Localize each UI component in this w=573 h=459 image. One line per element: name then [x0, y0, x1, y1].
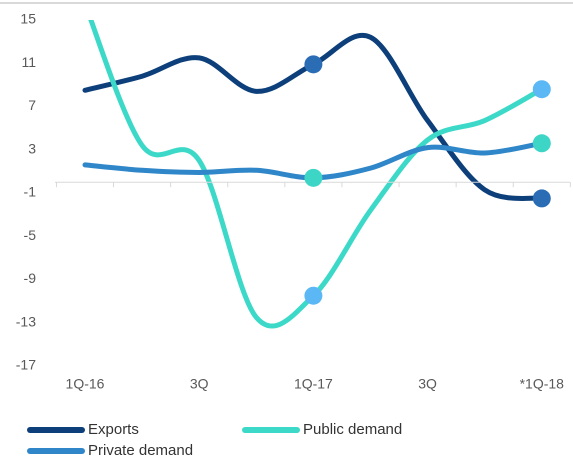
legend-label: Public demand: [303, 421, 402, 438]
y-tick-label: -17: [16, 357, 36, 373]
legend-label: Private demand: [88, 442, 193, 459]
point-marker: [304, 286, 323, 305]
y-tick-label: 11: [21, 54, 36, 70]
y-tick-label: 15: [20, 11, 36, 27]
plot-area: [82, 20, 545, 329]
x-tick-label: 1Q-16: [66, 376, 105, 392]
x-tick-label: 3Q: [418, 376, 437, 392]
y-tick-label: -13: [16, 313, 36, 329]
y-tick-label: -9: [24, 270, 37, 286]
point-marker: [304, 168, 323, 187]
point-marker: [532, 134, 551, 153]
legend-label: Exports: [88, 421, 139, 438]
y-tick-label: -1: [24, 184, 37, 200]
y-tick-label: -5: [24, 227, 37, 243]
x-tick-label: 1Q-17: [294, 376, 333, 392]
series-line: [88, 20, 545, 329]
y-tick-label: 7: [28, 97, 36, 113]
y-tick-label: 3: [28, 140, 36, 156]
point-marker: [532, 189, 551, 208]
point-marker: [304, 55, 323, 74]
x-tick-label: *1Q-18: [520, 376, 565, 392]
point-marker: [532, 80, 551, 99]
x-tick-label: 3Q: [190, 376, 209, 392]
